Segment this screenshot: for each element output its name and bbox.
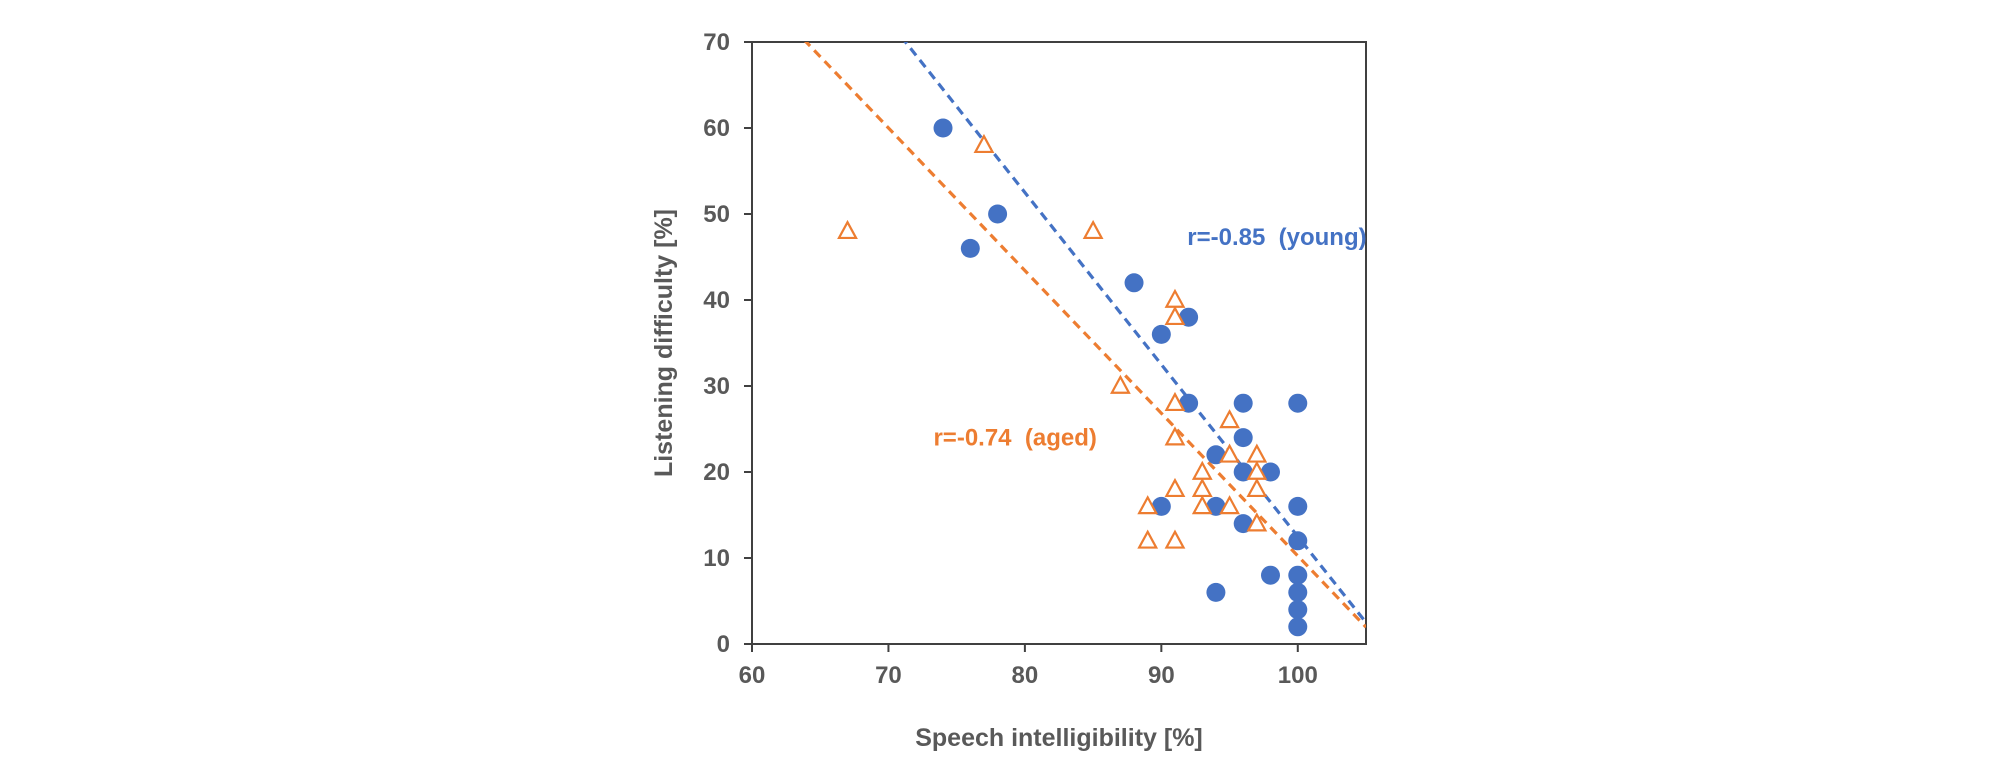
y-axis-title: Listening difficulty [%] (650, 209, 678, 477)
data-point-triangle (1082, 219, 1104, 240)
data-point-circle (1288, 393, 1308, 413)
data-point-circle (988, 204, 1008, 224)
data-point-circle (1288, 531, 1308, 551)
correlation-annotation-2: r=-0.74 (aged) (933, 424, 1096, 451)
data-point-circle (1151, 324, 1171, 344)
data-point-circle (1179, 393, 1199, 413)
y-tick-label: 20 (703, 459, 730, 486)
x-tick-label: 60 (739, 662, 766, 689)
data-point-triangle (1137, 529, 1159, 549)
data-point-circle (1288, 617, 1308, 637)
data-point-circle (1151, 496, 1171, 516)
data-point-triangle (973, 133, 995, 154)
y-tick-label: 30 (703, 373, 730, 400)
data-point-triangle (1219, 495, 1240, 515)
data-point-triangle (1246, 443, 1268, 463)
data-point-triangle (1137, 495, 1159, 515)
data-point-triangle (1164, 529, 1186, 549)
data-point-triangle (837, 219, 858, 240)
axes-layer: 60 70 80 90 100 0 10 20 30 40 50 60 70 (703, 29, 1367, 689)
x-tick-label: 70 (875, 662, 902, 689)
data-point-circle (1206, 582, 1226, 602)
trendlines-layer (804, 42, 1366, 629)
data-point-triangle (1164, 305, 1186, 326)
data-point-circle (1288, 496, 1308, 516)
y-tick-label: 10 (703, 545, 730, 572)
data-point-triangle (1246, 512, 1268, 532)
annotations-layer: r=-0.85 (young) r=-0.74 (aged) (933, 224, 1366, 451)
data-point-circle (1206, 445, 1226, 465)
data-point-triangle (1191, 477, 1213, 498)
data-point-triangle (1164, 391, 1186, 412)
data-point-circle (1233, 514, 1253, 534)
data-point-circle (1288, 600, 1308, 620)
data-point-triangle (1164, 477, 1186, 498)
y-tick-label: 60 (703, 115, 730, 142)
x-tick-label: 100 (1278, 662, 1318, 689)
data-point-circle (1288, 582, 1308, 602)
data-point-triangle (1164, 426, 1186, 446)
data-point-triangle (1191, 460, 1213, 480)
data-point-triangle (1110, 374, 1131, 394)
y-tick-label: 0 (717, 631, 730, 658)
plot-frame (751, 41, 1367, 645)
data-point-triangle (1164, 288, 1186, 308)
data-point-triangle (1219, 443, 1240, 463)
data-point-circle (1124, 273, 1144, 293)
x-tick-label: 80 (1012, 662, 1039, 689)
data-point-triangle (1219, 409, 1240, 429)
trendline-series-2 (804, 42, 1366, 629)
points-layer (837, 118, 1308, 637)
data-point-circle (1179, 307, 1199, 327)
data-point-circle (1260, 462, 1280, 482)
data-point-triangle (1246, 477, 1268, 498)
x-axis-title: Speech intelligibility [%] (915, 724, 1203, 752)
y-tick-label: 70 (703, 29, 730, 56)
data-point-circle (1260, 565, 1280, 585)
y-tick-label: 40 (703, 287, 730, 314)
data-point-circle (960, 238, 980, 258)
correlation-annotation-1: r=-0.85 (young) (1187, 224, 1366, 251)
data-point-circle (1288, 565, 1308, 585)
data-point-circle (1206, 496, 1226, 516)
data-point-circle (933, 118, 953, 138)
data-point-circle (1233, 428, 1253, 448)
data-point-circle (1233, 462, 1253, 482)
data-point-triangle (1191, 495, 1213, 515)
y-tick-label: 50 (703, 201, 730, 228)
x-tick-label: 90 (1148, 662, 1175, 689)
data-point-circle (1233, 393, 1253, 413)
